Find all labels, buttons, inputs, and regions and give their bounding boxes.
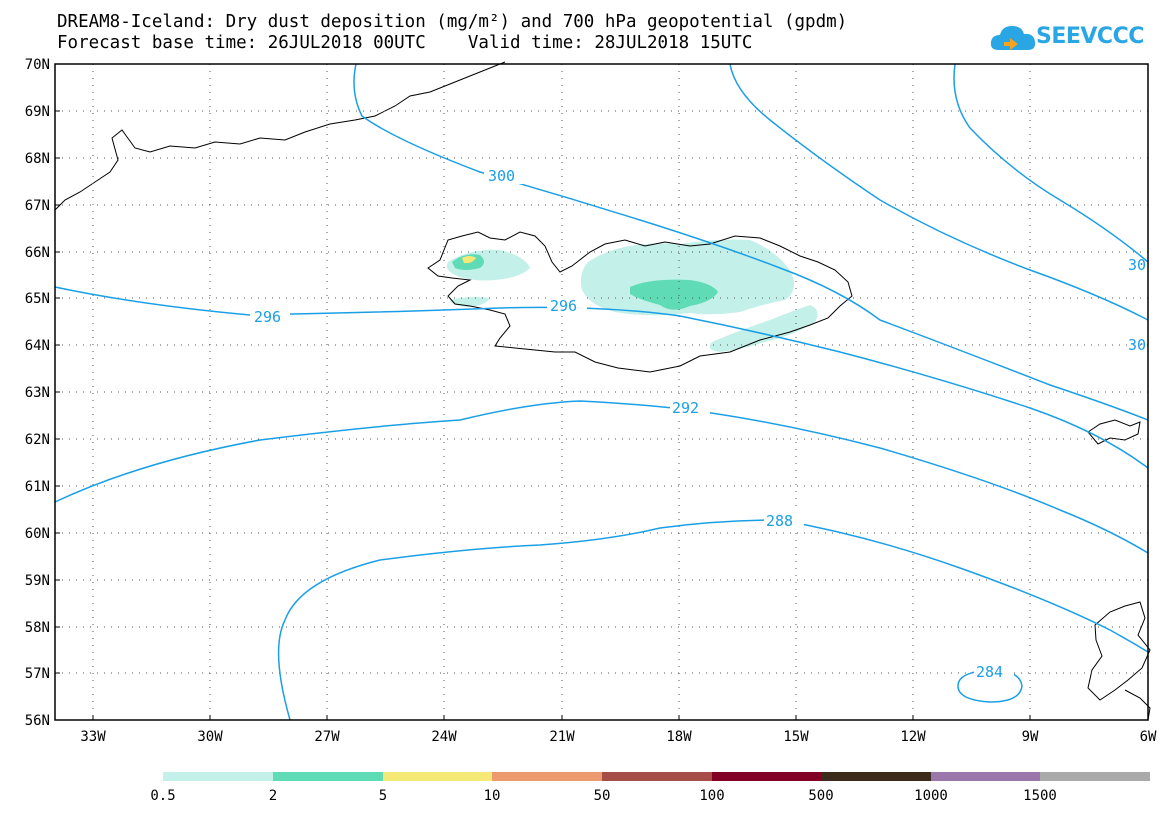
lat-label: 62N bbox=[25, 432, 50, 448]
map-title: DREAM8-Iceland: Dry dust deposition (mg/… bbox=[57, 12, 848, 32]
greenland-coastline bbox=[54, 61, 506, 211]
legend-swatch bbox=[492, 772, 602, 781]
faroe-islands-coastline bbox=[1087, 419, 1141, 445]
longitude-labels: 33W 30W 27W 24W 21W 18W 15W 12W 9W 6W bbox=[80, 729, 1157, 745]
contour-292-line bbox=[54, 400, 1149, 554]
coastlines bbox=[54, 61, 1151, 721]
lon-label: 12W bbox=[900, 729, 926, 745]
legend-swatch bbox=[602, 772, 712, 781]
scotland-coastline bbox=[1087, 601, 1151, 701]
hebrides-coastline bbox=[1124, 689, 1151, 721]
contour-300-line bbox=[353, 63, 1149, 421]
lon-label: 27W bbox=[314, 729, 340, 745]
legend-labels: 0.5 2 5 10 50 100 500 1000 1500 bbox=[150, 788, 1057, 804]
contour-labels: 300 296 296 292 288 284 30 30 bbox=[250, 166, 1146, 681]
contour-label-288: 288 bbox=[766, 512, 793, 530]
lon-label: 30W bbox=[197, 729, 223, 745]
lon-label: 6W bbox=[1140, 729, 1157, 745]
lat-label: 59N bbox=[25, 573, 50, 589]
legend-swatch bbox=[273, 772, 383, 781]
tick-marks bbox=[55, 63, 1031, 720]
logo-text: SEEVCCC bbox=[1036, 24, 1144, 49]
contour-304-a-line bbox=[729, 63, 1149, 321]
lat-label: 64N bbox=[25, 338, 50, 354]
lat-label: 69N bbox=[25, 104, 50, 120]
lat-label: 58N bbox=[25, 620, 50, 636]
contour-296-line bbox=[54, 286, 1149, 469]
contour-304-b-line bbox=[953, 63, 1149, 263]
legend-swatch bbox=[931, 772, 1040, 781]
legend-label: 2 bbox=[269, 788, 277, 804]
latitude-labels: 70N 69N 68N 67N 66N 65N 64N 63N 62N 61N … bbox=[25, 57, 50, 729]
iceland-coastline bbox=[427, 231, 853, 373]
lon-label: 9W bbox=[1022, 729, 1039, 745]
legend-swatch bbox=[821, 772, 931, 781]
legend-label: 10 bbox=[484, 788, 501, 804]
lat-label: 66N bbox=[25, 245, 50, 261]
map-subtitle: Forecast base time: 26JUL2018 00UTC Vali… bbox=[57, 33, 753, 53]
lat-label: 67N bbox=[25, 198, 50, 214]
legend-label: 500 bbox=[808, 788, 833, 804]
lon-label: 33W bbox=[80, 729, 106, 745]
color-legend bbox=[163, 772, 1150, 781]
legend-swatch bbox=[383, 772, 492, 781]
lat-label: 63N bbox=[25, 385, 50, 401]
dust-area-medium-central bbox=[630, 279, 718, 310]
contour-288-line bbox=[277, 519, 1149, 721]
graticule bbox=[55, 64, 1148, 720]
lat-label: 61N bbox=[25, 479, 50, 495]
legend-label: 50 bbox=[594, 788, 611, 804]
dust-area-light-south bbox=[450, 296, 490, 307]
lat-label: 56N bbox=[25, 713, 50, 729]
contour-label-296-east: 296 bbox=[550, 297, 577, 315]
dust-area-light-southeast bbox=[709, 305, 818, 352]
legend-label: 5 bbox=[379, 788, 387, 804]
legend-label: 1500 bbox=[1023, 788, 1057, 804]
cloud-icon bbox=[990, 26, 1036, 50]
lon-label: 18W bbox=[666, 729, 692, 745]
geopotential-contours bbox=[54, 63, 1149, 721]
lat-label: 60N bbox=[25, 526, 50, 542]
contour-label-292: 292 bbox=[672, 399, 699, 417]
lat-label: 70N bbox=[25, 57, 50, 73]
lat-label: 57N bbox=[25, 666, 50, 682]
lon-label: 15W bbox=[783, 729, 809, 745]
legend-label: 1000 bbox=[914, 788, 948, 804]
lon-label: 21W bbox=[549, 729, 575, 745]
legend-label: 0.5 bbox=[150, 788, 175, 804]
contour-label-30-upper: 30 bbox=[1128, 256, 1146, 274]
dust-area-light-east bbox=[580, 239, 794, 316]
contour-label-30-lower: 30 bbox=[1128, 336, 1146, 354]
legend-label: 100 bbox=[699, 788, 724, 804]
lat-label: 65N bbox=[25, 291, 50, 307]
legend-swatch bbox=[712, 772, 821, 781]
lon-label: 24W bbox=[431, 729, 457, 745]
legend-swatch bbox=[1040, 772, 1150, 781]
dust-shading bbox=[446, 239, 818, 352]
seevccc-logo: SEEVCCC bbox=[990, 18, 1150, 58]
contour-label-300: 300 bbox=[488, 167, 515, 185]
contour-label-296-west: 296 bbox=[254, 308, 281, 326]
contour-label-284: 284 bbox=[976, 663, 1003, 681]
lat-label: 68N bbox=[25, 151, 50, 167]
legend-swatch bbox=[163, 772, 273, 781]
dust-area-high-west bbox=[462, 256, 476, 264]
